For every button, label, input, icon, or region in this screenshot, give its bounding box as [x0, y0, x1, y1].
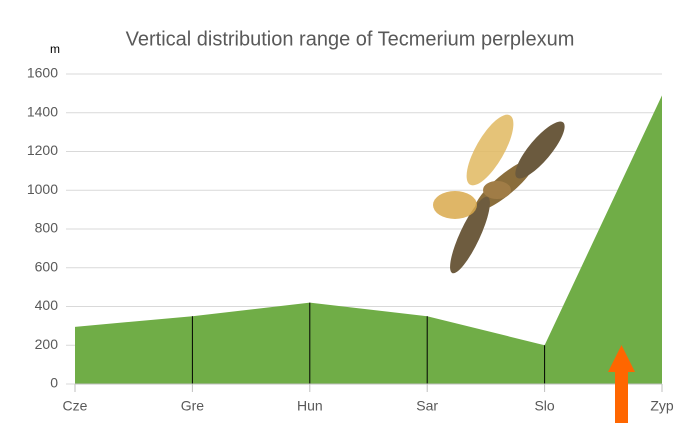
y-tick-label: 600: [35, 258, 59, 274]
x-tick-label: Sar: [416, 398, 438, 414]
x-tick-label: Slo: [534, 398, 554, 414]
x-tick-label: Cze: [63, 398, 88, 414]
chart: Vertical distribution range of Tecmerium…: [0, 0, 688, 423]
y-tick-label: 1000: [27, 181, 58, 197]
y-axis-label: m: [50, 42, 60, 56]
y-tick-label: 1400: [27, 103, 58, 119]
x-tick-label: Gre: [181, 398, 205, 414]
x-tick-label: Hun: [297, 398, 323, 414]
y-tick-label: 0: [50, 375, 58, 391]
y-tick-label: 800: [35, 220, 59, 236]
y-tick-label: 1600: [27, 65, 58, 81]
chart-title: Vertical distribution range of Tecmerium…: [126, 28, 575, 50]
x-tick-label: Zyp: [650, 398, 674, 414]
y-tick-label: 1200: [27, 142, 58, 158]
y-tick-label: 200: [35, 336, 59, 352]
y-tick-label: 400: [35, 297, 59, 313]
